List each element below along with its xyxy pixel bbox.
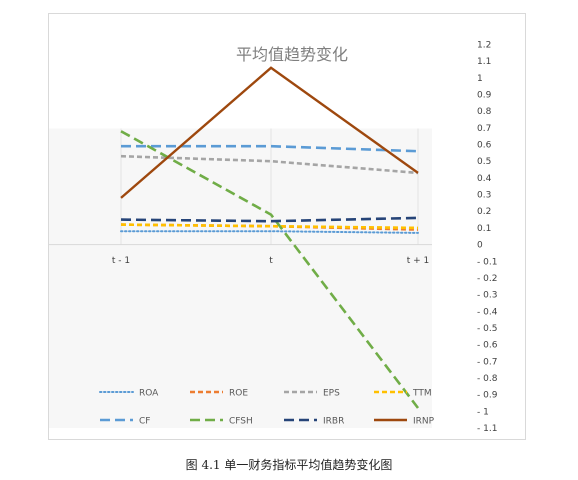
legend-label-irnp: IRNP (413, 417, 435, 427)
y-tick-label: 0.5 (477, 157, 491, 167)
y-tick-label: - 1.1 (477, 424, 497, 434)
line-chart: 平均值趋势变化 t - 1 t t + 1 1.2 1.1 1 0.9 0.8 0.7 0.6 0.5… (49, 41, 498, 434)
y-tick-label: 1.2 (477, 41, 491, 51)
legend-label-ttm: TTM (412, 389, 432, 399)
x-tick-label: t (269, 256, 273, 266)
y-tick-label: - 0.5 (477, 324, 497, 334)
series-line-irnp (120, 66, 419, 199)
figure-caption: 图 4.1 单一财务指标平均值趋势变化图 (185, 458, 393, 472)
series-line-irbr (120, 216, 419, 223)
y-tick-label: 1.1 (477, 57, 491, 67)
legend-label-eps: EPS (323, 389, 340, 399)
chart-title: 平均值趋势变化 (236, 45, 348, 64)
y-tick-label: - 0.4 (477, 307, 498, 317)
y-tick-label: - 1 (477, 407, 489, 417)
plot-area-bg (49, 128, 432, 428)
legend-label-roa: ROA (139, 389, 159, 399)
y-tick-label: 0.1 (477, 224, 491, 234)
y-tick-label: 0.8 (477, 107, 492, 117)
y-tick-label: - 0.3 (477, 291, 497, 301)
series-line-eps (120, 154, 419, 175)
legend-label-cf: CF (139, 417, 150, 427)
y-tick-label: 0.2 (477, 207, 491, 217)
y-tick-label: 0 (477, 241, 483, 251)
y-tick-label: 0.6 (477, 141, 492, 151)
series-line-ttm (120, 223, 419, 230)
x-tick-label: t - 1 (112, 256, 130, 266)
series-line-cf (121, 144, 419, 153)
y-tick-label: - 0.6 (477, 341, 498, 351)
y-tick-label: 0.9 (477, 91, 492, 101)
x-tick-label: t + 1 (407, 256, 430, 266)
y-tick-label: 0.4 (477, 174, 492, 184)
y-tick-label: 0.3 (477, 191, 491, 201)
y-tick-label: 0.7 (477, 124, 491, 134)
legend-label-roe: ROE (229, 389, 248, 399)
series-line-cfsh (120, 130, 420, 409)
y-tick-label: - 0.2 (477, 274, 497, 284)
legend-label-irbr: IRBR (323, 417, 344, 427)
y-tick-label: - 0.9 (477, 391, 498, 401)
y-tick-label: - 0.8 (477, 374, 498, 384)
y-tick-label: - 0.7 (477, 357, 497, 367)
y-tick-label: 1 (477, 74, 483, 84)
legend-label-cfsh: CFSH (229, 417, 253, 427)
series-line-roa (120, 230, 419, 234)
y-tick-label: - 0.1 (477, 257, 497, 267)
